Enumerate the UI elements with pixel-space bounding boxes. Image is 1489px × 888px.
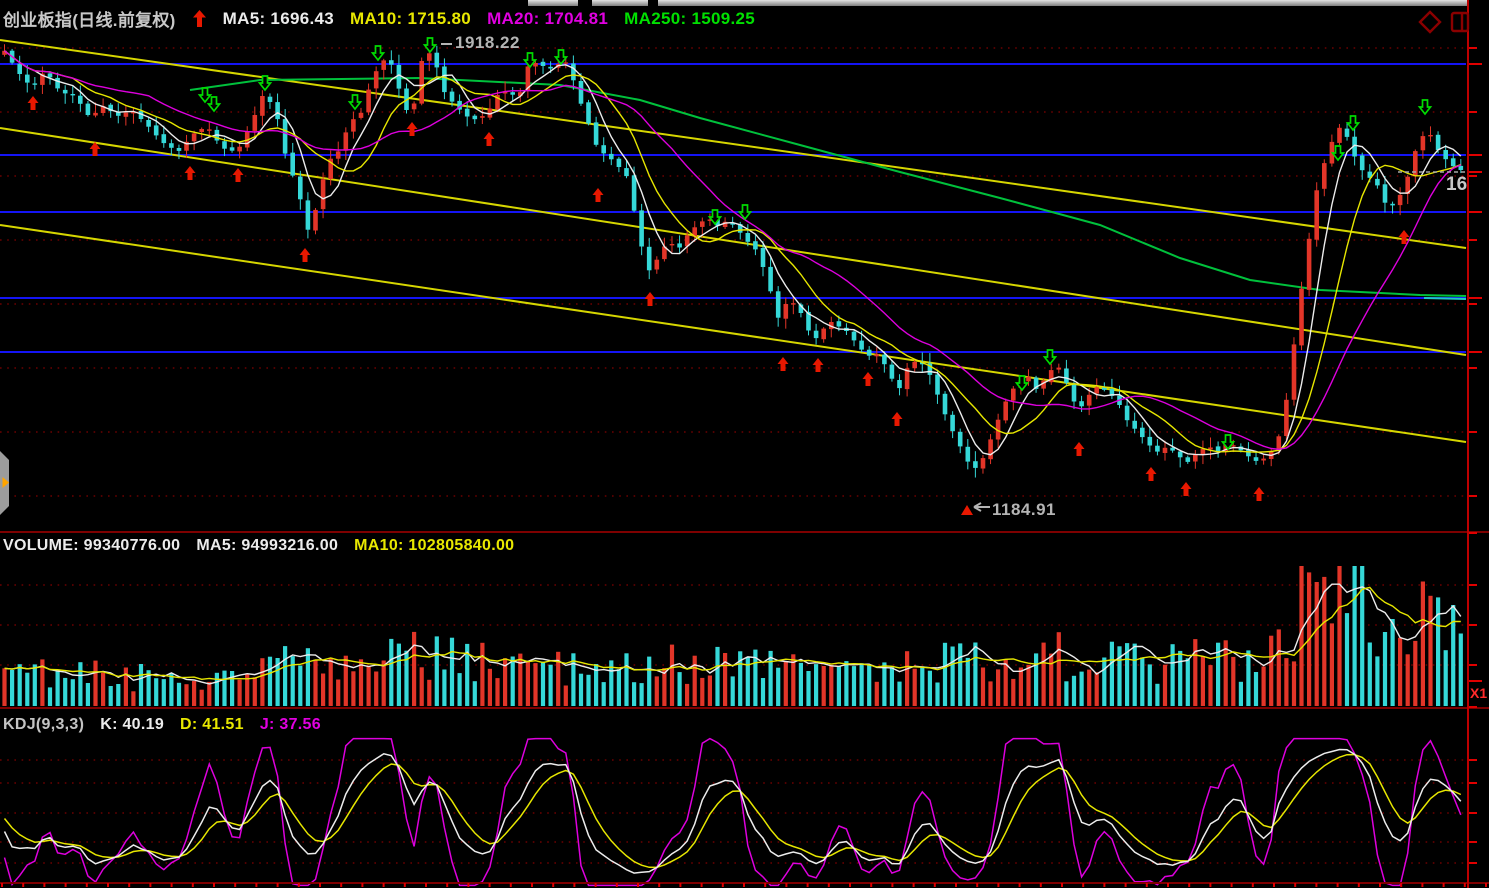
kdj-label: KDJ(9,3,3): [3, 716, 85, 733]
volume-header: VOLUME: 99340776.00 MA5: 94993216.00 MA1…: [3, 537, 514, 555]
kdj-j-value: J: 37.56: [259, 716, 321, 733]
volume-ma10-value: MA10: 102805840.00: [354, 537, 515, 554]
ma5-value: MA5: 1696.43: [222, 8, 334, 28]
main-chart-canvas[interactable]: [0, 0, 1468, 533]
volume-chart-canvas[interactable]: [0, 533, 1468, 707]
kdj-chart-canvas[interactable]: [0, 710, 1489, 888]
toolbar-strip-segment: [528, 0, 578, 6]
instrument-title: 创业板指(日线.前复权): [3, 11, 176, 30]
volume-bars: [2, 566, 1463, 706]
kdj-header: KDJ(9,3,3) K: 40.19 D: 41.51 J: 37.56: [3, 716, 321, 734]
high-annotation: 1918.22: [455, 33, 520, 52]
ma250-value: MA250: 1509.25: [624, 8, 756, 28]
main-chart-header: 创业板指(日线.前复权) MA5: 1696.43 MA10: 1715.80 …: [3, 6, 755, 31]
zoom-factor-label: X1: [1470, 685, 1488, 701]
ma20-value: MA20: 1704.81: [487, 8, 609, 28]
volume-ma5-value: MA5: 94993216.00: [196, 537, 339, 554]
up-arrow-icon: [192, 10, 207, 27]
low-annotation: 1184.91: [992, 500, 1057, 519]
panel-divider[interactable]: [0, 531, 1489, 533]
split-window-icon[interactable]: [1450, 10, 1470, 34]
toolbar-strip-segment: [592, 0, 648, 6]
candles-layer: [2, 44, 1464, 478]
kdj-d-value: D: 41.51: [180, 716, 244, 733]
sell-signal-arrows: [197, 37, 1433, 451]
kdj-k-value: K: 40.19: [100, 716, 165, 733]
volume-value: VOLUME: 99340776.00: [3, 537, 181, 554]
toolbar-strip-segment: [658, 0, 1467, 6]
last-price-label: 16: [1446, 174, 1468, 195]
buy-signal-arrows: [27, 96, 1410, 501]
panel-expand-handle[interactable]: [0, 451, 14, 520]
right-axis-line: [1467, 0, 1469, 888]
panel-divider[interactable]: [0, 707, 1489, 709]
expand-arrow-icon: [2, 477, 9, 488]
ma10-value: MA10: 1715.80: [349, 8, 472, 28]
diamond-icon[interactable]: [1418, 10, 1442, 34]
